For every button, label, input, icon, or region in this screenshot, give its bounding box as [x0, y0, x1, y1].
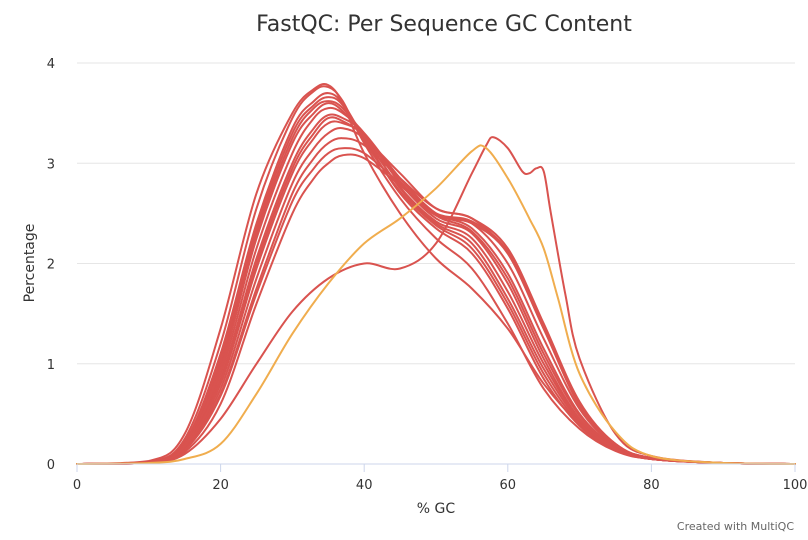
- series-line-fail: [76, 136, 796, 465]
- x-axis-label: % GC: [417, 501, 456, 517]
- x-tick-label: 20: [212, 478, 229, 493]
- x-tick-label: 0: [73, 478, 81, 493]
- series-line-fail: [76, 106, 796, 465]
- series-lines: [76, 83, 796, 465]
- series-line-fail: [76, 120, 796, 465]
- series-line-fail: [76, 153, 796, 465]
- series-line-fail: [76, 100, 796, 465]
- x-tick-label: 40: [356, 478, 373, 493]
- credit-text[interactable]: Created with MultiQC: [677, 520, 794, 533]
- x-tick-label: 60: [500, 478, 517, 493]
- series-line-fail: [76, 127, 796, 465]
- series-line-fail: [76, 102, 796, 465]
- series-line-fail: [76, 113, 796, 465]
- series-line-fail: [76, 83, 796, 465]
- x-tick-label: 80: [643, 478, 660, 493]
- series-line-fail: [76, 96, 796, 465]
- y-tick-label: 2: [47, 258, 55, 273]
- y-tick-label: 4: [47, 57, 55, 72]
- y-tick-label: 0: [47, 458, 55, 473]
- chart-title: FastQC: Per Sequence GC Content: [256, 12, 632, 37]
- y-axis-label: Percentage: [22, 224, 38, 303]
- series-line-fail: [76, 92, 796, 465]
- series-line-fail: [76, 85, 796, 465]
- series-line-warn: [76, 144, 796, 465]
- series-line-fail: [76, 116, 796, 465]
- y-tick-label: 1: [47, 358, 55, 373]
- series-line-fail: [76, 147, 796, 465]
- grid-lines: [77, 62, 795, 365]
- x-tick-label: 100: [783, 478, 808, 493]
- y-tick-label: 3: [47, 157, 55, 172]
